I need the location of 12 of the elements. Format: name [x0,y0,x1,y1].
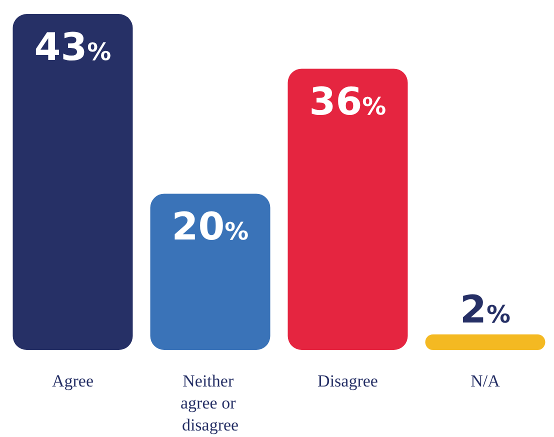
data-label: 43% [34,25,112,69]
data-label: 36% [309,80,386,124]
x-tick-label: Disagree [318,372,378,390]
bar [425,334,546,350]
bar [12,14,133,350]
x-tick-label: Agree [52,372,94,390]
data-label: 2% [460,287,510,332]
bar [288,68,408,350]
bar [150,194,270,350]
x-tick-label: N/A [470,372,501,390]
data-label: 20% [172,204,249,249]
x-tick-label: Neither agree or disagree [180,372,240,434]
